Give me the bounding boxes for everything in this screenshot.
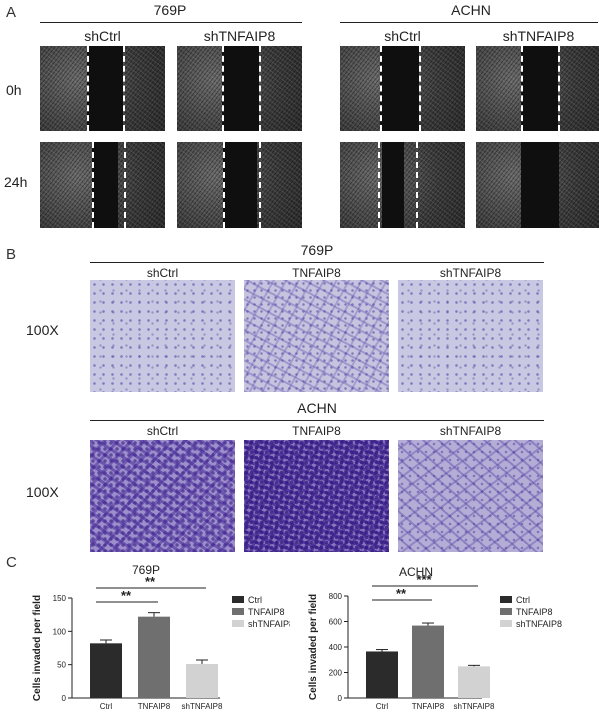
wound-769p-cond-shctrl: shCtrl (84, 28, 121, 44)
wound-image-achn-shctrl-24h (340, 142, 465, 228)
transwell-image-achn-tnfaip8 (244, 440, 389, 552)
bar-achn-ctrl (366, 651, 398, 698)
legend-label-769p-ctrl: Ctrl (248, 595, 262, 605)
wound-image-769p-shctrl-0h (40, 46, 165, 131)
bar-achn-shtnfaip8 (458, 666, 490, 698)
x-tick-label-769p-tnfaip8: TNFAIP8 (138, 702, 171, 710)
significance-label-achn-0: ** (396, 586, 407, 601)
significance-label-achn-1: *** (416, 572, 432, 587)
legend-label-achn-tnfaip8: TNFAIP8 (516, 607, 553, 617)
x-tick-label-769p-ctrl: Ctrl (100, 702, 113, 710)
wound-image-achn-shctrl-0h (340, 46, 465, 131)
time-label-0h: 0h (6, 82, 22, 98)
bar-769p-shtnfaip8 (186, 664, 218, 698)
y-tick-label-achn-0: 0 (338, 694, 343, 703)
transwell-image-achn-shtnfaip8 (398, 440, 543, 552)
y-tick-label-achn-400: 400 (329, 643, 343, 652)
wound-image-achn-shtnfaip8-24h (476, 142, 599, 228)
transwell-769p-cond-tnfaip8: TNFAIP8 (292, 266, 341, 280)
significance-label-769p-0: ** (121, 588, 132, 603)
wound-image-769p-shtnfaip8-24h (177, 142, 302, 228)
y-tick-label-769p-0: 0 (62, 694, 67, 703)
legend-label-achn-shtnfaip8: shTNFAIP8 (516, 619, 562, 629)
transwell-group-769p-line (90, 262, 544, 263)
y-tick-label-achn-800: 800 (329, 592, 343, 601)
panel-b-letter: B (6, 246, 17, 263)
wound-group-769p-line (40, 22, 302, 23)
legend-swatch-769p-shtnfaip8 (232, 620, 244, 627)
chart-title-achn: ACHN (399, 565, 433, 579)
transwell-image-769p-shtnfaip8 (398, 280, 543, 392)
x-tick-label-achn-ctrl: Ctrl (376, 702, 389, 710)
transwell-group-achn-line (90, 420, 544, 421)
wound-769p-cond-shtnfaip8: shTNFAIP8 (203, 28, 276, 44)
wound-image-769p-shctrl-24h (40, 142, 165, 228)
invasion-chart-769p: 769P Cells invaded per field 0 50 100 150 Ctrl… (32, 563, 290, 710)
transwell-image-769p-shctrl (90, 280, 235, 392)
legend-swatch-769p-ctrl (232, 596, 244, 603)
legend-label-769p-tnfaip8: TNFAIP8 (248, 607, 285, 617)
wound-group-769p-title: 769P (153, 2, 187, 18)
x-tick-label-achn-shtnfaip8: shTNFAIP8 (454, 702, 495, 710)
legend-swatch-769p-tnfaip8 (232, 608, 244, 615)
legend-swatch-achn-tnfaip8 (500, 608, 512, 615)
chart-title-769p: 769P (132, 563, 160, 577)
bar-769p-tnfaip8 (138, 616, 170, 698)
transwell-769p-magnification: 100X (26, 322, 59, 338)
wound-achn-cond-shctrl: shCtrl (384, 28, 421, 44)
chart-ylabel-769p: Cells invaded per field (32, 595, 43, 701)
panel-a-letter: A (6, 4, 17, 21)
y-tick-label-769p-50: 50 (57, 661, 66, 670)
bar-769p-ctrl (90, 643, 122, 698)
y-tick-label-achn-600: 600 (329, 618, 343, 627)
transwell-image-769p-tnfaip8 (244, 280, 389, 392)
transwell-achn-cond-tnfaip8: TNFAIP8 (292, 424, 341, 438)
transwell-image-achn-shctrl (90, 440, 235, 552)
panel-c-letter: C (6, 554, 17, 571)
legend-label-769p-shtnfaip8: shTNFAIP8 (248, 619, 290, 629)
transwell-achn-magnification: 100X (26, 484, 59, 500)
transwell-769p-cond-shctrl: shCtrl (146, 266, 179, 280)
time-label-24h: 24h (4, 174, 28, 190)
transwell-achn-cond-shtnfaip8: shTNFAIP8 (439, 424, 502, 438)
wound-image-achn-shtnfaip8-0h (476, 46, 599, 131)
legend-label-achn-ctrl: Ctrl (516, 595, 530, 605)
y-tick-label-769p-100: 100 (53, 627, 67, 636)
legend-swatch-achn-ctrl (500, 596, 512, 603)
wound-image-769p-shtnfaip8-0h (177, 46, 302, 131)
y-tick-label-769p-150: 150 (53, 594, 67, 603)
wound-group-achn-title: ACHN (451, 2, 491, 18)
invasion-chart-achn: ACHN Cells invaded per field 0 200 400 600 800… (308, 565, 562, 710)
transwell-769p-cond-shtnfaip8: shTNFAIP8 (439, 266, 502, 280)
x-tick-label-achn-tnfaip8: TNFAIP8 (412, 702, 445, 710)
transwell-group-achn-title: ACHN (297, 400, 337, 416)
significance-label-769p-1: ** (145, 574, 156, 589)
wound-group-achn-line (340, 22, 598, 23)
transwell-group-769p-title: 769P (300, 242, 334, 258)
bar-achn-tnfaip8 (412, 625, 444, 698)
chart-ylabel-achn: Cells invaded per field (308, 594, 319, 700)
legend-swatch-achn-shtnfaip8 (500, 620, 512, 627)
wound-achn-cond-shtnfaip8: shTNFAIP8 (502, 28, 575, 44)
transwell-achn-cond-shctrl: shCtrl (146, 424, 179, 438)
y-tick-label-achn-200: 200 (329, 669, 343, 678)
x-tick-label-769p-shtnfaip8: shTNFAIP8 (182, 702, 223, 710)
